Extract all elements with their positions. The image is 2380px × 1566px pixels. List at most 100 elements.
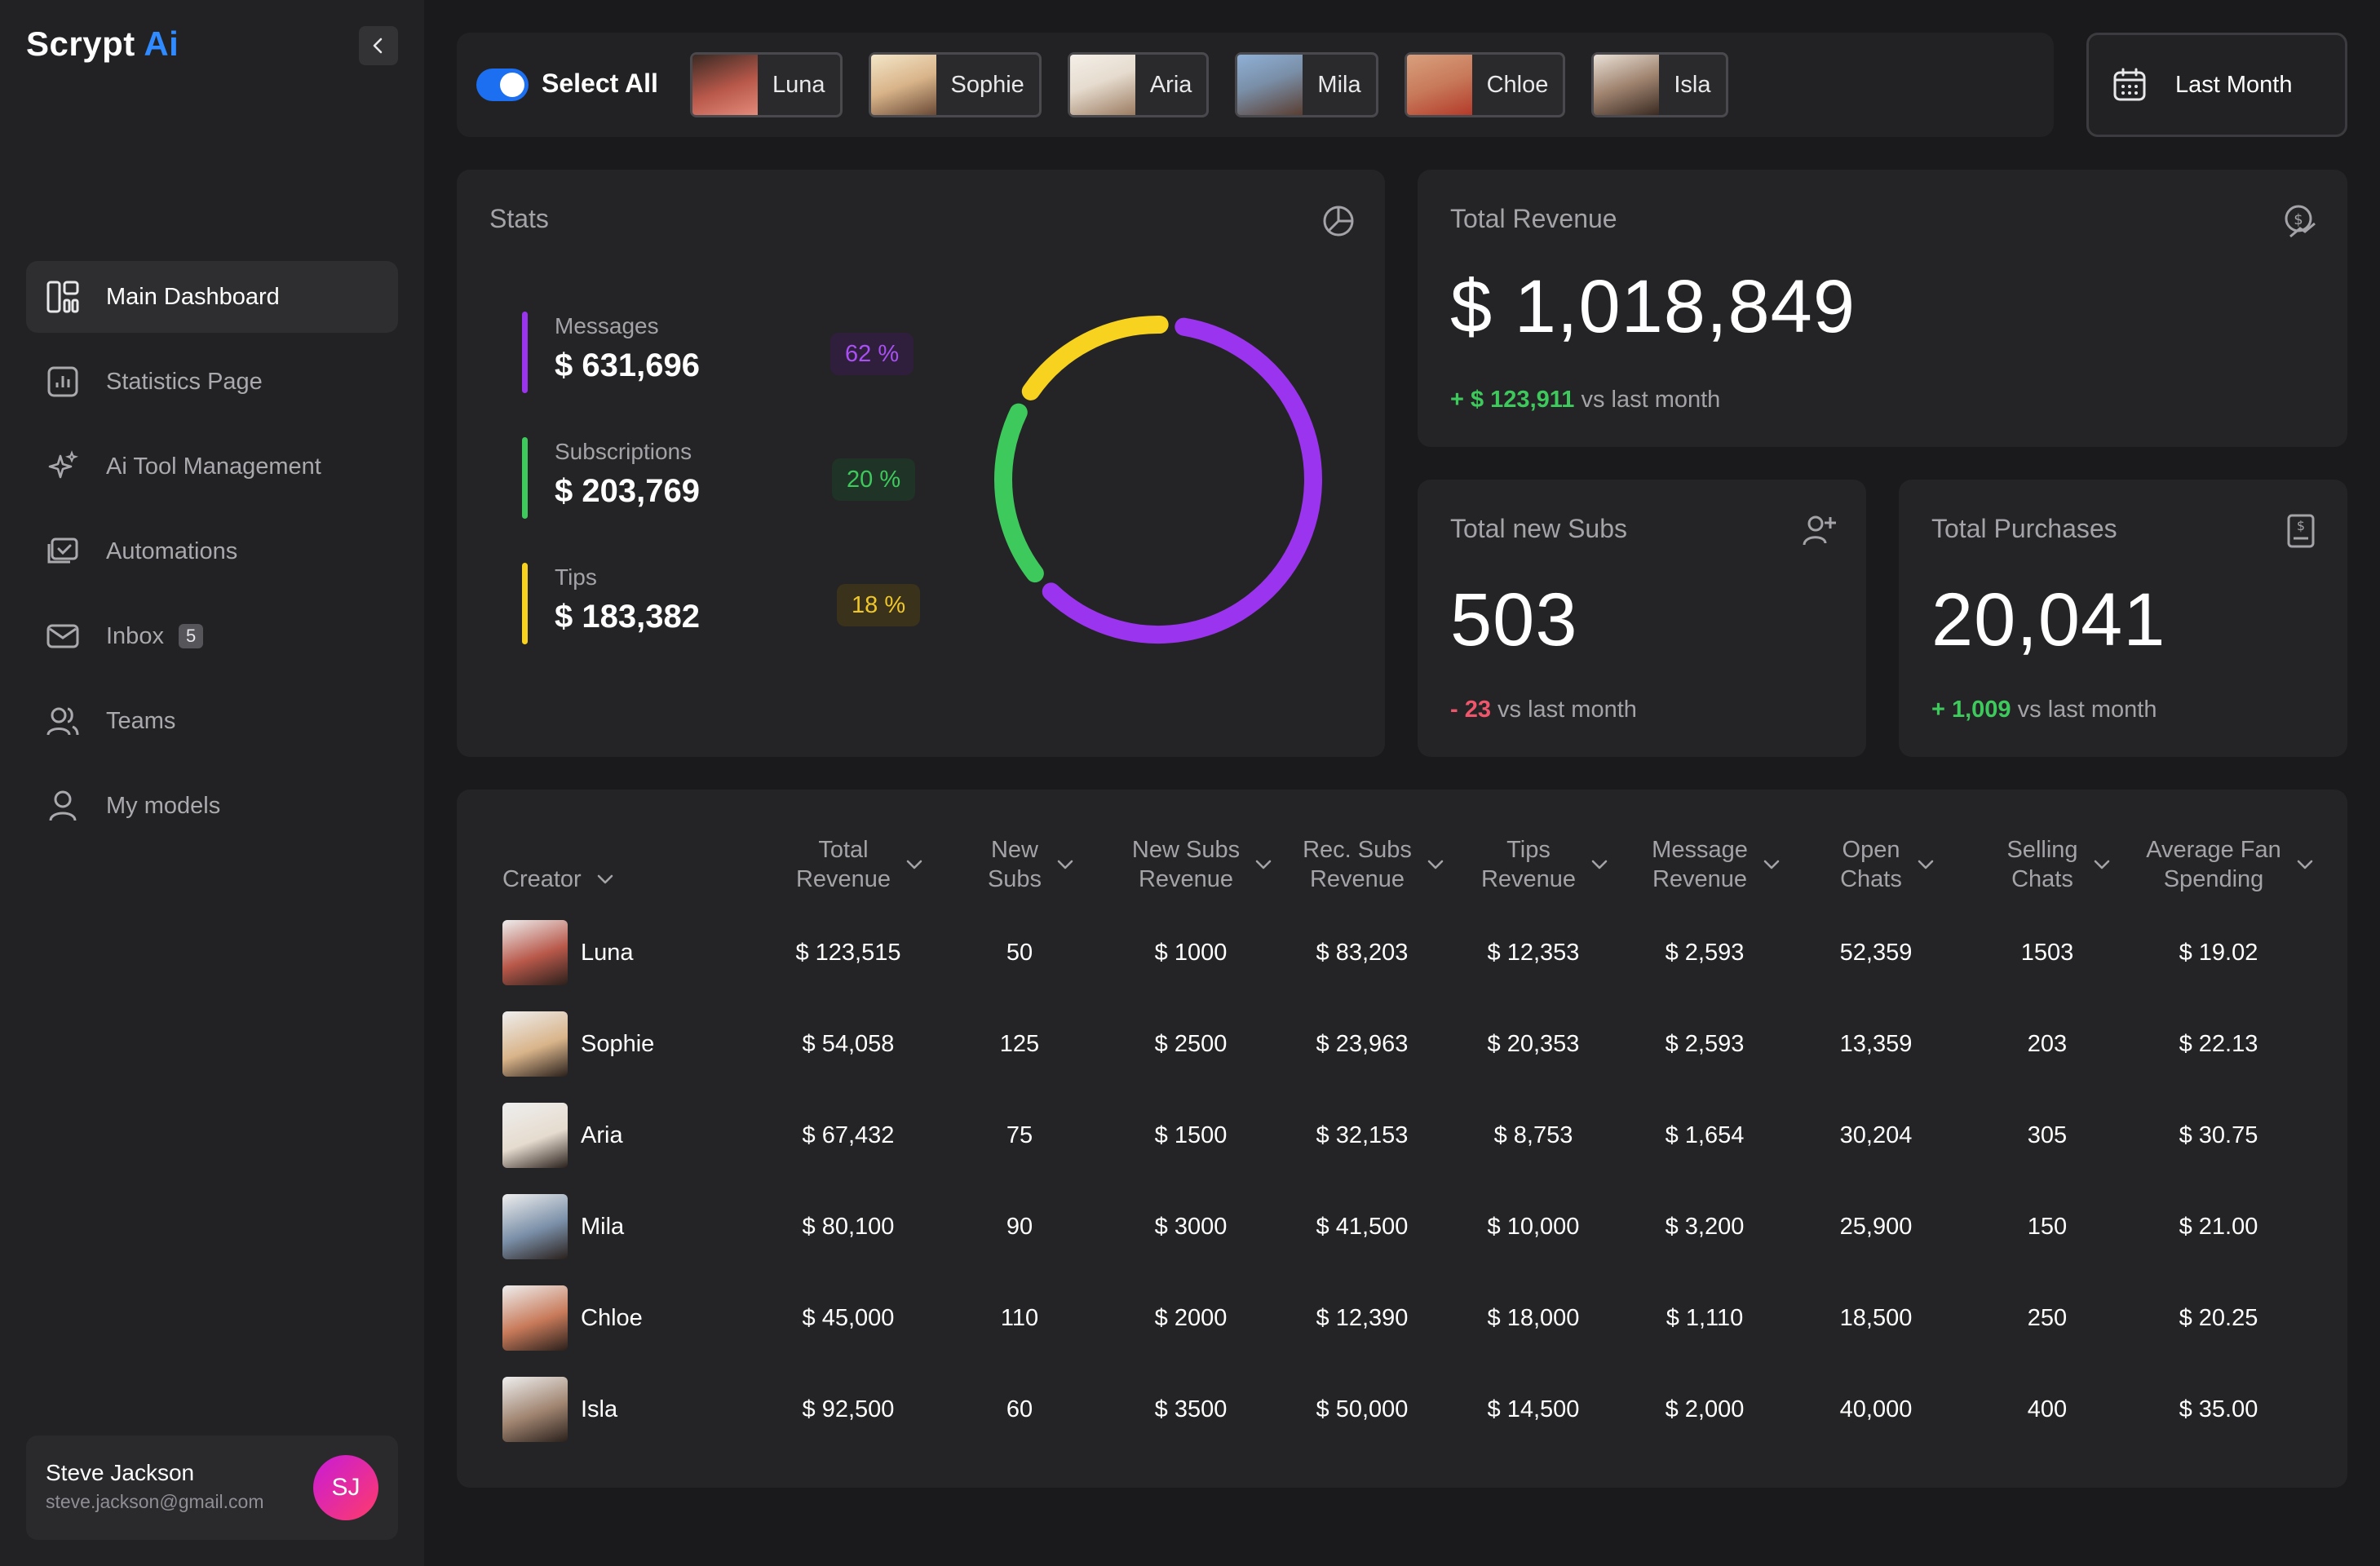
table-row[interactable]: Luna $ 123,515 50 $ 1000 $ 83,203 $ 12,353 $ 2…: [457, 920, 2347, 1011]
column-header-line1: Tips: [1506, 837, 1551, 863]
table-cell: $ 3,200: [1665, 1213, 1745, 1240]
donut-slice-subscriptions: [994, 403, 1044, 583]
collapse-sidebar-button[interactable]: [359, 26, 398, 65]
brand-logo[interactable]: Scrypt Ai: [26, 24, 179, 64]
add-user-icon[interactable]: [1801, 512, 1838, 550]
chevron-down-icon: [2297, 860, 2313, 869]
sidebar-item-teams[interactable]: Teams: [26, 685, 398, 757]
table-row[interactable]: Mila $ 80,100 90 $ 3000 $ 41,500 $ 10,000 $ 3,…: [457, 1194, 2347, 1285]
creator-name[interactable]: Aria: [581, 1121, 623, 1148]
column-header[interactable]: New Subs: [914, 835, 1150, 894]
chevron-down-icon: [1255, 860, 1272, 869]
column-header-label: Open Chats: [1840, 835, 1902, 894]
column-header[interactable]: Tips Revenue: [1427, 835, 1664, 894]
avatar[interactable]: SJ: [313, 1455, 378, 1520]
table-cell: $ 14,500: [1487, 1396, 1580, 1422]
creator-name[interactable]: Chloe: [581, 1304, 643, 1331]
user-profile-card[interactable]: Steve Jackson steve.jackson@gmail.com SJ: [26, 1436, 398, 1540]
total-revenue-value: $ 1,018,849: [1450, 265, 1856, 348]
select-all-label: Select All: [542, 69, 658, 98]
receipt-icon[interactable]: $: [2282, 512, 2320, 550]
column-header[interactable]: Message Revenue: [1599, 835, 1835, 894]
creator-chip-aria[interactable]: Aria: [1067, 52, 1210, 117]
table-cell: 305: [2027, 1121, 2068, 1148]
chevron-down-icon: [2094, 860, 2109, 869]
creator-chip-sophie[interactable]: Sophie: [868, 52, 1042, 117]
total-revenue-title: Total Revenue: [1450, 204, 1617, 233]
column-header-line1: Rec. Subs: [1303, 837, 1412, 863]
column-header[interactable]: New Subs Revenue: [1085, 835, 1321, 894]
creator-filter-bar: Select All Luna Sophie Aria Mila Chloe I…: [457, 33, 2054, 137]
sidebar-item-inbox[interactable]: Inbox 5: [26, 600, 398, 672]
total-revenue-card: Total Revenue $ $ 1,018,849 + $ 123,911 …: [1418, 170, 2347, 447]
pie-chart-icon[interactable]: [1320, 202, 1357, 240]
column-header-line2: Chats: [2011, 866, 2073, 892]
column-header-line2: Revenue: [795, 866, 891, 892]
table-cell: 30,204: [1839, 1121, 1913, 1148]
table-cell: 400: [2027, 1396, 2068, 1422]
table-cell: $ 3000: [1154, 1213, 1228, 1240]
column-header[interactable]: Selling Chats: [1941, 835, 2178, 894]
creator-name[interactable]: Isla: [581, 1396, 618, 1422]
table-cell: $ 1,654: [1665, 1121, 1745, 1148]
table-cell: 150: [2027, 1213, 2068, 1240]
table-cell: $ 83,203: [1316, 939, 1409, 966]
creator-photo: [502, 1103, 568, 1168]
chevron-left-icon: [373, 38, 383, 54]
sidebar-item-my-models[interactable]: My models: [26, 770, 398, 842]
creator-name[interactable]: Sophie: [581, 1030, 655, 1057]
table-row[interactable]: Aria $ 67,432 75 $ 1500 $ 32,153 $ 8,753 $ 1,6…: [457, 1103, 2347, 1194]
table-cell: $ 1000: [1154, 939, 1228, 966]
table-cell: $ 3500: [1154, 1396, 1228, 1422]
creator-chip-mila[interactable]: Mila: [1235, 52, 1378, 117]
creator-chip-chloe[interactable]: Chloe: [1404, 52, 1566, 117]
creator-name[interactable]: Luna: [581, 939, 634, 966]
table-cell: 203: [2027, 1030, 2068, 1057]
delta-amount: - 23: [1450, 697, 1491, 723]
stat-percent-tips: 18 %: [837, 584, 921, 626]
column-header[interactable]: Open Chats: [1770, 835, 2006, 894]
sidebar-item-statistics[interactable]: Statistics Page: [26, 346, 398, 418]
sidebar-item-label: Statistics Page: [106, 368, 263, 395]
creator-name[interactable]: Mila: [581, 1213, 625, 1240]
sidebar-item-main-dashboard[interactable]: Main Dashboard: [26, 261, 398, 333]
total-new-subs-title: Total new Subs: [1450, 514, 1628, 543]
table-row[interactable]: Isla $ 92,500 60 $ 3500 $ 50,000 $ 14,500 $ 2,…: [457, 1377, 2347, 1468]
creator-chip-label: Sophie: [950, 71, 1024, 98]
svg-text:$: $: [2297, 518, 2305, 533]
column-header[interactable]: Rec. Subs Revenue: [1256, 835, 1493, 894]
table-row[interactable]: Sophie $ 54,058 125 $ 2500 $ 23,963 $ 20,353 $…: [457, 1011, 2347, 1103]
column-header-line2: Revenue: [1309, 866, 1405, 892]
table-cell: $ 2,593: [1665, 1030, 1745, 1057]
table-cell: $ 2500: [1154, 1030, 1228, 1057]
date-range-button[interactable]: Last Month: [2086, 33, 2347, 137]
table-cell: $ 23,963: [1316, 1030, 1409, 1057]
chevron-down-icon: [1918, 860, 1934, 869]
table-row[interactable]: Chloe $ 45,000 110 $ 2000 $ 12,390 $ 18,000 $ …: [457, 1285, 2347, 1377]
column-header[interactable]: Average Fan Spending: [2112, 835, 2349, 894]
table-cell: $ 123,515: [795, 939, 901, 966]
table-cell: 125: [999, 1030, 1040, 1057]
sidebar-item-ai-tool-management[interactable]: Ai Tool Management: [26, 431, 398, 502]
delta-suffix: vs last month: [1581, 387, 1721, 413]
revenue-donut-chart: [994, 316, 1322, 644]
column-header[interactable]: Creator: [502, 865, 616, 894]
user-icon: [44, 787, 82, 825]
svg-text:$: $: [2294, 211, 2303, 228]
chevron-down-icon: [906, 860, 922, 869]
revenue-growth-icon[interactable]: $: [2282, 202, 2320, 240]
select-all-toggle[interactable]: [476, 69, 529, 101]
creator-chip-luna[interactable]: Luna: [690, 52, 843, 117]
sidebar-item-automations[interactable]: Automations: [26, 515, 398, 587]
creator-chips: Luna Sophie Aria Mila Chloe Isla: [690, 52, 1754, 117]
stat-percent-subscriptions: 20 %: [832, 458, 916, 501]
table-cell: 1503: [2020, 939, 2074, 966]
column-header[interactable]: Total Revenue: [742, 835, 979, 894]
creator-chip-isla[interactable]: Isla: [1591, 52, 1728, 117]
user-email: steve.jackson@gmail.com: [46, 1491, 264, 1512]
table-cell: 52,359: [1839, 939, 1913, 966]
chevron-down-icon: [1057, 860, 1073, 869]
stat-row-tips: Tips $ 183,382: [522, 563, 930, 644]
column-header-line1: Average Fan: [2146, 837, 2281, 863]
total-purchases-card: Total Purchases $ 20,041 + 1,009 vs last…: [1899, 480, 2347, 757]
